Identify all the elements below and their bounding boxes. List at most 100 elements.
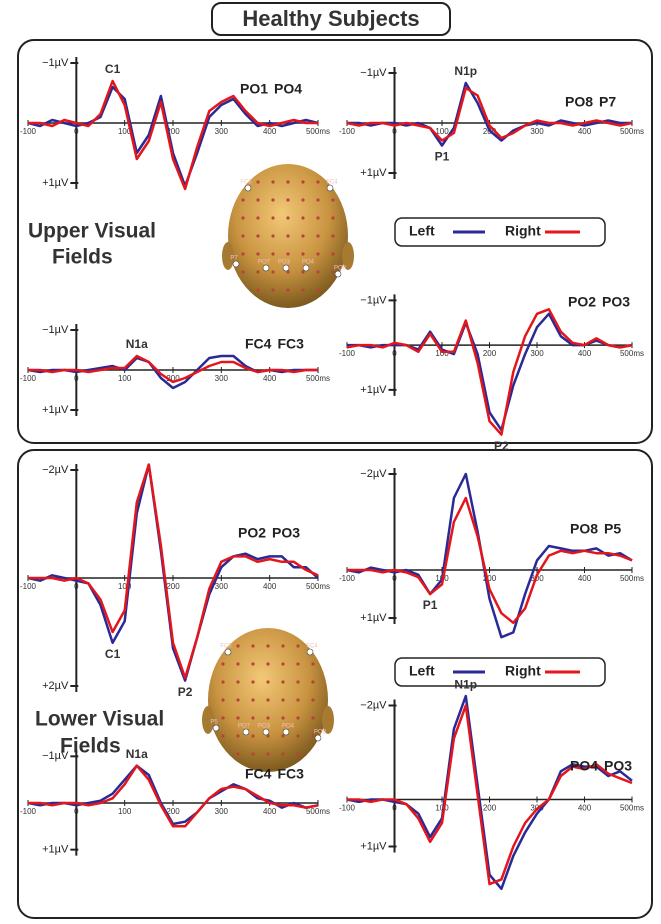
- legend-label: Left: [409, 223, 435, 239]
- annotation: N1a: [126, 747, 148, 761]
- waveform: [347, 83, 632, 146]
- electrode: [311, 662, 314, 665]
- electrode: [301, 216, 304, 219]
- head-label: PO4: [282, 724, 295, 730]
- electrode: [236, 698, 239, 701]
- electrode: [221, 680, 224, 683]
- electrode-highlight: [213, 725, 219, 731]
- electrode: [331, 252, 334, 255]
- electrode-highlight: [263, 265, 269, 271]
- y-tick-label: +1µV: [42, 404, 69, 416]
- x-tick-label: 500ms: [306, 127, 330, 136]
- electrode: [316, 198, 319, 201]
- electrode-highlight: [283, 265, 289, 271]
- section-label: Upper Visual: [28, 220, 156, 243]
- electrode: [256, 270, 259, 273]
- y-tick-label: +1µV: [360, 612, 387, 624]
- electrode-highlight: [233, 261, 239, 267]
- x-tick-label: 500ms: [620, 127, 644, 136]
- electrode: [316, 216, 319, 219]
- electrode: [331, 198, 334, 201]
- electrode: [281, 716, 284, 719]
- electrode: [221, 716, 224, 719]
- electrode: [271, 180, 274, 183]
- electrode: [266, 680, 269, 683]
- electrode: [286, 252, 289, 255]
- head-label: FC4: [306, 644, 318, 650]
- x-tick-label: 500ms: [306, 582, 330, 591]
- annotation: N1p: [454, 677, 477, 691]
- annotation: N1a: [126, 337, 148, 351]
- head-label: PO8: [314, 730, 327, 736]
- x-tick-label: 400: [263, 807, 277, 816]
- electrode: [331, 234, 334, 237]
- x-tick-label: 500ms: [306, 807, 330, 816]
- head-label: PO4: [302, 260, 315, 266]
- electrode: [296, 716, 299, 719]
- series-name: PO3: [604, 758, 632, 774]
- x-tick-label: 500ms: [620, 574, 644, 583]
- electrode: [241, 198, 244, 201]
- electrode: [286, 180, 289, 183]
- electrode-highlight: [263, 729, 269, 735]
- x-tick-label: 200: [483, 804, 497, 813]
- electrode: [281, 644, 284, 647]
- x-tick-label: -100: [20, 807, 37, 816]
- electrode: [221, 734, 224, 737]
- y-tick-label: −1µV: [360, 294, 387, 306]
- electrode: [281, 680, 284, 683]
- electrode: [301, 270, 304, 273]
- series-name: P5: [604, 521, 621, 537]
- x-tick-label: -100: [20, 582, 37, 591]
- electrode: [266, 662, 269, 665]
- series-name: PO8: [570, 521, 598, 537]
- x-tick-label: 500ms: [620, 349, 644, 358]
- electrode: [236, 662, 239, 665]
- x-tick-label: 300: [530, 349, 544, 358]
- electrode: [286, 288, 289, 291]
- annotation: P1: [435, 150, 450, 164]
- electrode: [271, 270, 274, 273]
- electrode: [286, 216, 289, 219]
- y-tick-label: +1µV: [360, 384, 387, 396]
- x-tick-label: -100: [20, 127, 37, 136]
- electrode-highlight: [283, 729, 289, 735]
- x-tick-label: 300: [215, 127, 229, 136]
- series-name: FC4: [245, 336, 272, 352]
- series-name: P7: [599, 94, 616, 110]
- series-name: PO2: [238, 525, 266, 541]
- electrode: [236, 752, 239, 755]
- waveform: [347, 498, 632, 623]
- x-tick-label: 100: [118, 374, 132, 383]
- electrode: [296, 680, 299, 683]
- series-name: PO3: [602, 294, 630, 310]
- head-label: PO3: [258, 724, 271, 730]
- electrode: [271, 216, 274, 219]
- y-tick-label: −1µV: [360, 67, 387, 79]
- series-name: PO3: [272, 525, 300, 541]
- electrode-highlight: [245, 185, 251, 191]
- electrode: [241, 270, 244, 273]
- electrode: [256, 198, 259, 201]
- electrode: [286, 234, 289, 237]
- head-label: PO3: [278, 260, 291, 266]
- electrode: [251, 716, 254, 719]
- electrode: [296, 752, 299, 755]
- waveform: [347, 696, 632, 889]
- head-label: PO8: [334, 266, 347, 272]
- electrode: [281, 662, 284, 665]
- electrode: [271, 234, 274, 237]
- y-tick-label: +1µV: [42, 177, 69, 189]
- head-label: FC3: [220, 644, 232, 650]
- electrode: [271, 198, 274, 201]
- electrode: [236, 716, 239, 719]
- electrode: [251, 698, 254, 701]
- x-tick-label: 300: [215, 807, 229, 816]
- waveform: [347, 474, 632, 637]
- electrode: [266, 644, 269, 647]
- section-label: Fields: [60, 735, 121, 758]
- figure: Healthy Subjects Upper VisualFieldsLeftR…: [0, 0, 661, 924]
- series-name: PO4: [274, 81, 302, 97]
- electrode: [271, 252, 274, 255]
- electrode-highlight: [327, 185, 333, 191]
